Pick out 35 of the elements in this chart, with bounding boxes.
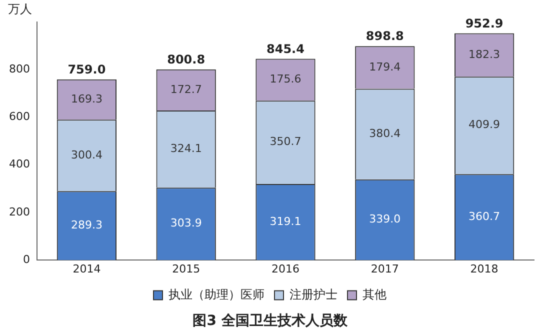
data-label: 409.9: [468, 118, 500, 132]
legend-label: 注册护士: [290, 287, 338, 302]
total-label: 759.0: [68, 62, 106, 76]
data-label: 303.9: [170, 216, 202, 230]
total-label: 800.8: [167, 52, 206, 67]
data-label: 300.4: [70, 148, 102, 162]
data-label: 324.1: [170, 142, 202, 155]
data-label: 319.1: [270, 214, 302, 228]
data-label: 350.7: [270, 135, 302, 148]
total-label: 845.4: [266, 42, 304, 56]
data-label: 339.0: [369, 212, 401, 226]
data-label: 172.7: [170, 82, 202, 96]
x-tick-label: 2016: [272, 262, 300, 276]
y-tick-label: 400: [8, 158, 30, 171]
data-label: 175.6: [270, 72, 302, 86]
data-label: 360.7: [468, 210, 500, 223]
y-axis-title: 万人: [8, 2, 32, 16]
x-tick-label: 2014: [72, 262, 101, 276]
data-label: 179.4: [369, 60, 401, 74]
total-label: 898.8: [366, 29, 404, 44]
data-label: 169.3: [70, 92, 102, 106]
total-label: 952.9: [465, 16, 504, 30]
data-label: 380.4: [369, 126, 401, 140]
x-tick-label: 2015: [172, 262, 200, 276]
x-tick-label: 2017: [370, 262, 399, 276]
data-label: 289.3: [70, 218, 102, 232]
y-tick-label: 600: [8, 110, 30, 124]
text: 图3 全国卫生技术人员数: [192, 313, 348, 330]
legend-label: 其他: [362, 287, 386, 302]
data-label: 182.3: [468, 48, 500, 61]
legend-label: 执业（助理）医师: [168, 287, 264, 302]
y-tick-label: 200: [8, 205, 30, 218]
x-tick-label: 2018: [470, 262, 498, 276]
y-tick-label: 0: [22, 252, 30, 266]
y-tick-label: 800: [8, 62, 30, 76]
